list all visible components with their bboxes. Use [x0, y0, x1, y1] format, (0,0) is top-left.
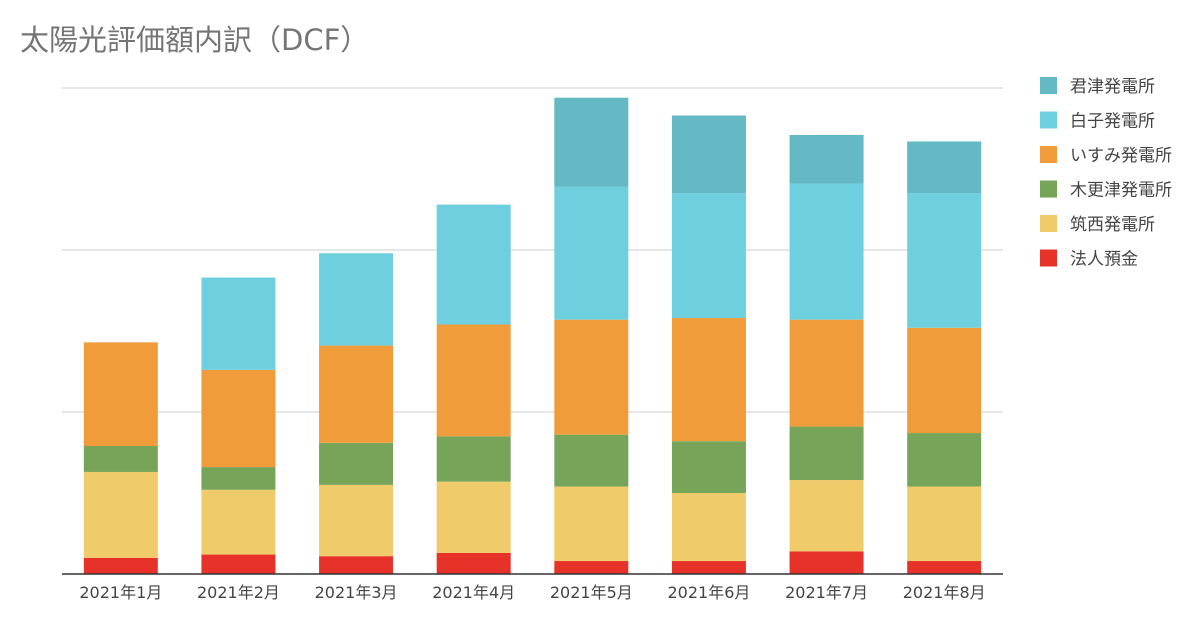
bar-segment: 君津発電所 2021年6月 — [671, 115, 746, 194]
legend-label: 白子発電所 — [1070, 112, 1155, 132]
bar-segment: 法人預金 2021年1月 — [83, 557, 158, 574]
bar-segment: 木更津発電所 2021年6月 — [671, 441, 746, 493]
bar-segment: 白子発電所 2021年7月 — [789, 183, 864, 320]
legend-label: 君津発電所 — [1070, 77, 1155, 97]
bar-segment: いすみ発電所 2021年6月 — [671, 318, 746, 442]
x-tick-label: 2021年5月 — [550, 583, 633, 602]
x-axis-tick-labels: 2021年1月 2021年2月 2021年3月 2021年4月 2021年5月 2021年… — [79, 583, 985, 602]
bar-segment: 白子発電所 2021年5月 — [554, 186, 629, 320]
bar-segment: 筑西発電所 2021年5月 — [554, 486, 629, 562]
bar-segment: 筑西発電所 2021年4月 — [436, 481, 511, 553]
bar-segment: 木更津発電所 2021年7月 — [789, 426, 864, 481]
legend-swatch — [1040, 146, 1057, 163]
bar-segment: 法人預金 2021年8月 — [907, 561, 982, 574]
bar-segment: 木更津発電所 2021年1月 — [83, 446, 158, 472]
bar-segment: 君津発電所 2021年7月 — [789, 134, 864, 184]
x-tick-label: 2021年4月 — [432, 583, 515, 602]
bar-segment: 木更津発電所 2021年8月 — [907, 433, 982, 487]
bar-segment: 法人預金 2021年6月 — [671, 561, 746, 574]
x-tick-label: 2021年3月 — [315, 583, 398, 602]
chart-title: 太陽光評価額内訳（DCF） — [20, 23, 369, 57]
bar-segment: 木更津発電所 2021年4月 — [436, 436, 511, 482]
bar-segment: いすみ発電所 2021年3月 — [319, 345, 394, 443]
bar-segment: いすみ発電所 2021年7月 — [789, 319, 864, 427]
legend-swatch — [1040, 111, 1057, 129]
bar-segment: 法人預金 2021年7月 — [789, 551, 864, 574]
legend-label: いすみ発電所 — [1070, 146, 1172, 166]
x-tick-label: 2021年6月 — [667, 583, 750, 602]
bar-segment: いすみ発電所 2021年2月 — [201, 369, 276, 468]
bar-segment: いすみ発電所 2021年4月 — [436, 324, 511, 437]
bar-segment: 木更津発電所 2021年3月 — [319, 442, 394, 485]
bar-segment: 木更津発電所 2021年2月 — [201, 467, 276, 490]
bar-segment: 筑西発電所 2021年7月 — [789, 480, 864, 552]
legend-swatch — [1040, 215, 1057, 232]
bar-segment: 白子発電所 2021年6月 — [671, 193, 746, 319]
x-tick-label: 2021年2月 — [197, 583, 280, 602]
bar-segment: いすみ発電所 2021年1月 — [83, 342, 158, 447]
bar-segment: 白子発電所 2021年3月 — [319, 253, 394, 346]
legend-swatch — [1040, 77, 1057, 94]
bar-segment: いすみ発電所 2021年5月 — [554, 319, 629, 435]
bar-segment: 法人預金 2021年3月 — [319, 556, 394, 574]
bar-segment: 法人預金 2021年4月 — [436, 552, 511, 574]
legend-swatch — [1040, 180, 1057, 198]
bar-segment: 筑西発電所 2021年3月 — [319, 484, 394, 557]
bar-segment: いすみ発電所 2021年8月 — [907, 327, 982, 434]
bar-segment: 筑西発電所 2021年8月 — [907, 486, 982, 562]
bar-segment: 筑西発電所 2021年6月 — [671, 493, 746, 562]
legend-label: 木更津発電所 — [1070, 181, 1172, 201]
bar-segment: 筑西発電所 2021年2月 — [201, 489, 276, 555]
bar-segment: 君津発電所 2021年5月 — [554, 97, 629, 187]
bars: 法人預金 2021年1月筑西発電所 2021年1月木更津発電所 2021年1月い… — [83, 97, 982, 574]
bar-segment: 木更津発電所 2021年5月 — [554, 434, 629, 487]
legend-label: 法人預金 — [1070, 250, 1138, 270]
bar-segment: 白子発電所 2021年4月 — [436, 204, 511, 325]
legend-label: 筑西発電所 — [1070, 215, 1155, 235]
legend-swatch — [1040, 249, 1057, 267]
bar-segment: 筑西発電所 2021年1月 — [83, 471, 158, 558]
x-tick-label: 2021年8月 — [903, 583, 986, 602]
bar-segment: 法人預金 2021年5月 — [554, 561, 629, 574]
x-tick-label: 2021年1月 — [79, 583, 162, 602]
bar-segment: 白子発電所 2021年2月 — [201, 277, 276, 370]
bar-segment: 君津発電所 2021年8月 — [907, 141, 982, 194]
bar-segment: 法人預金 2021年2月 — [201, 554, 276, 574]
bar-segment: 白子発電所 2021年8月 — [907, 193, 982, 328]
x-tick-label: 2021年7月 — [785, 583, 868, 602]
